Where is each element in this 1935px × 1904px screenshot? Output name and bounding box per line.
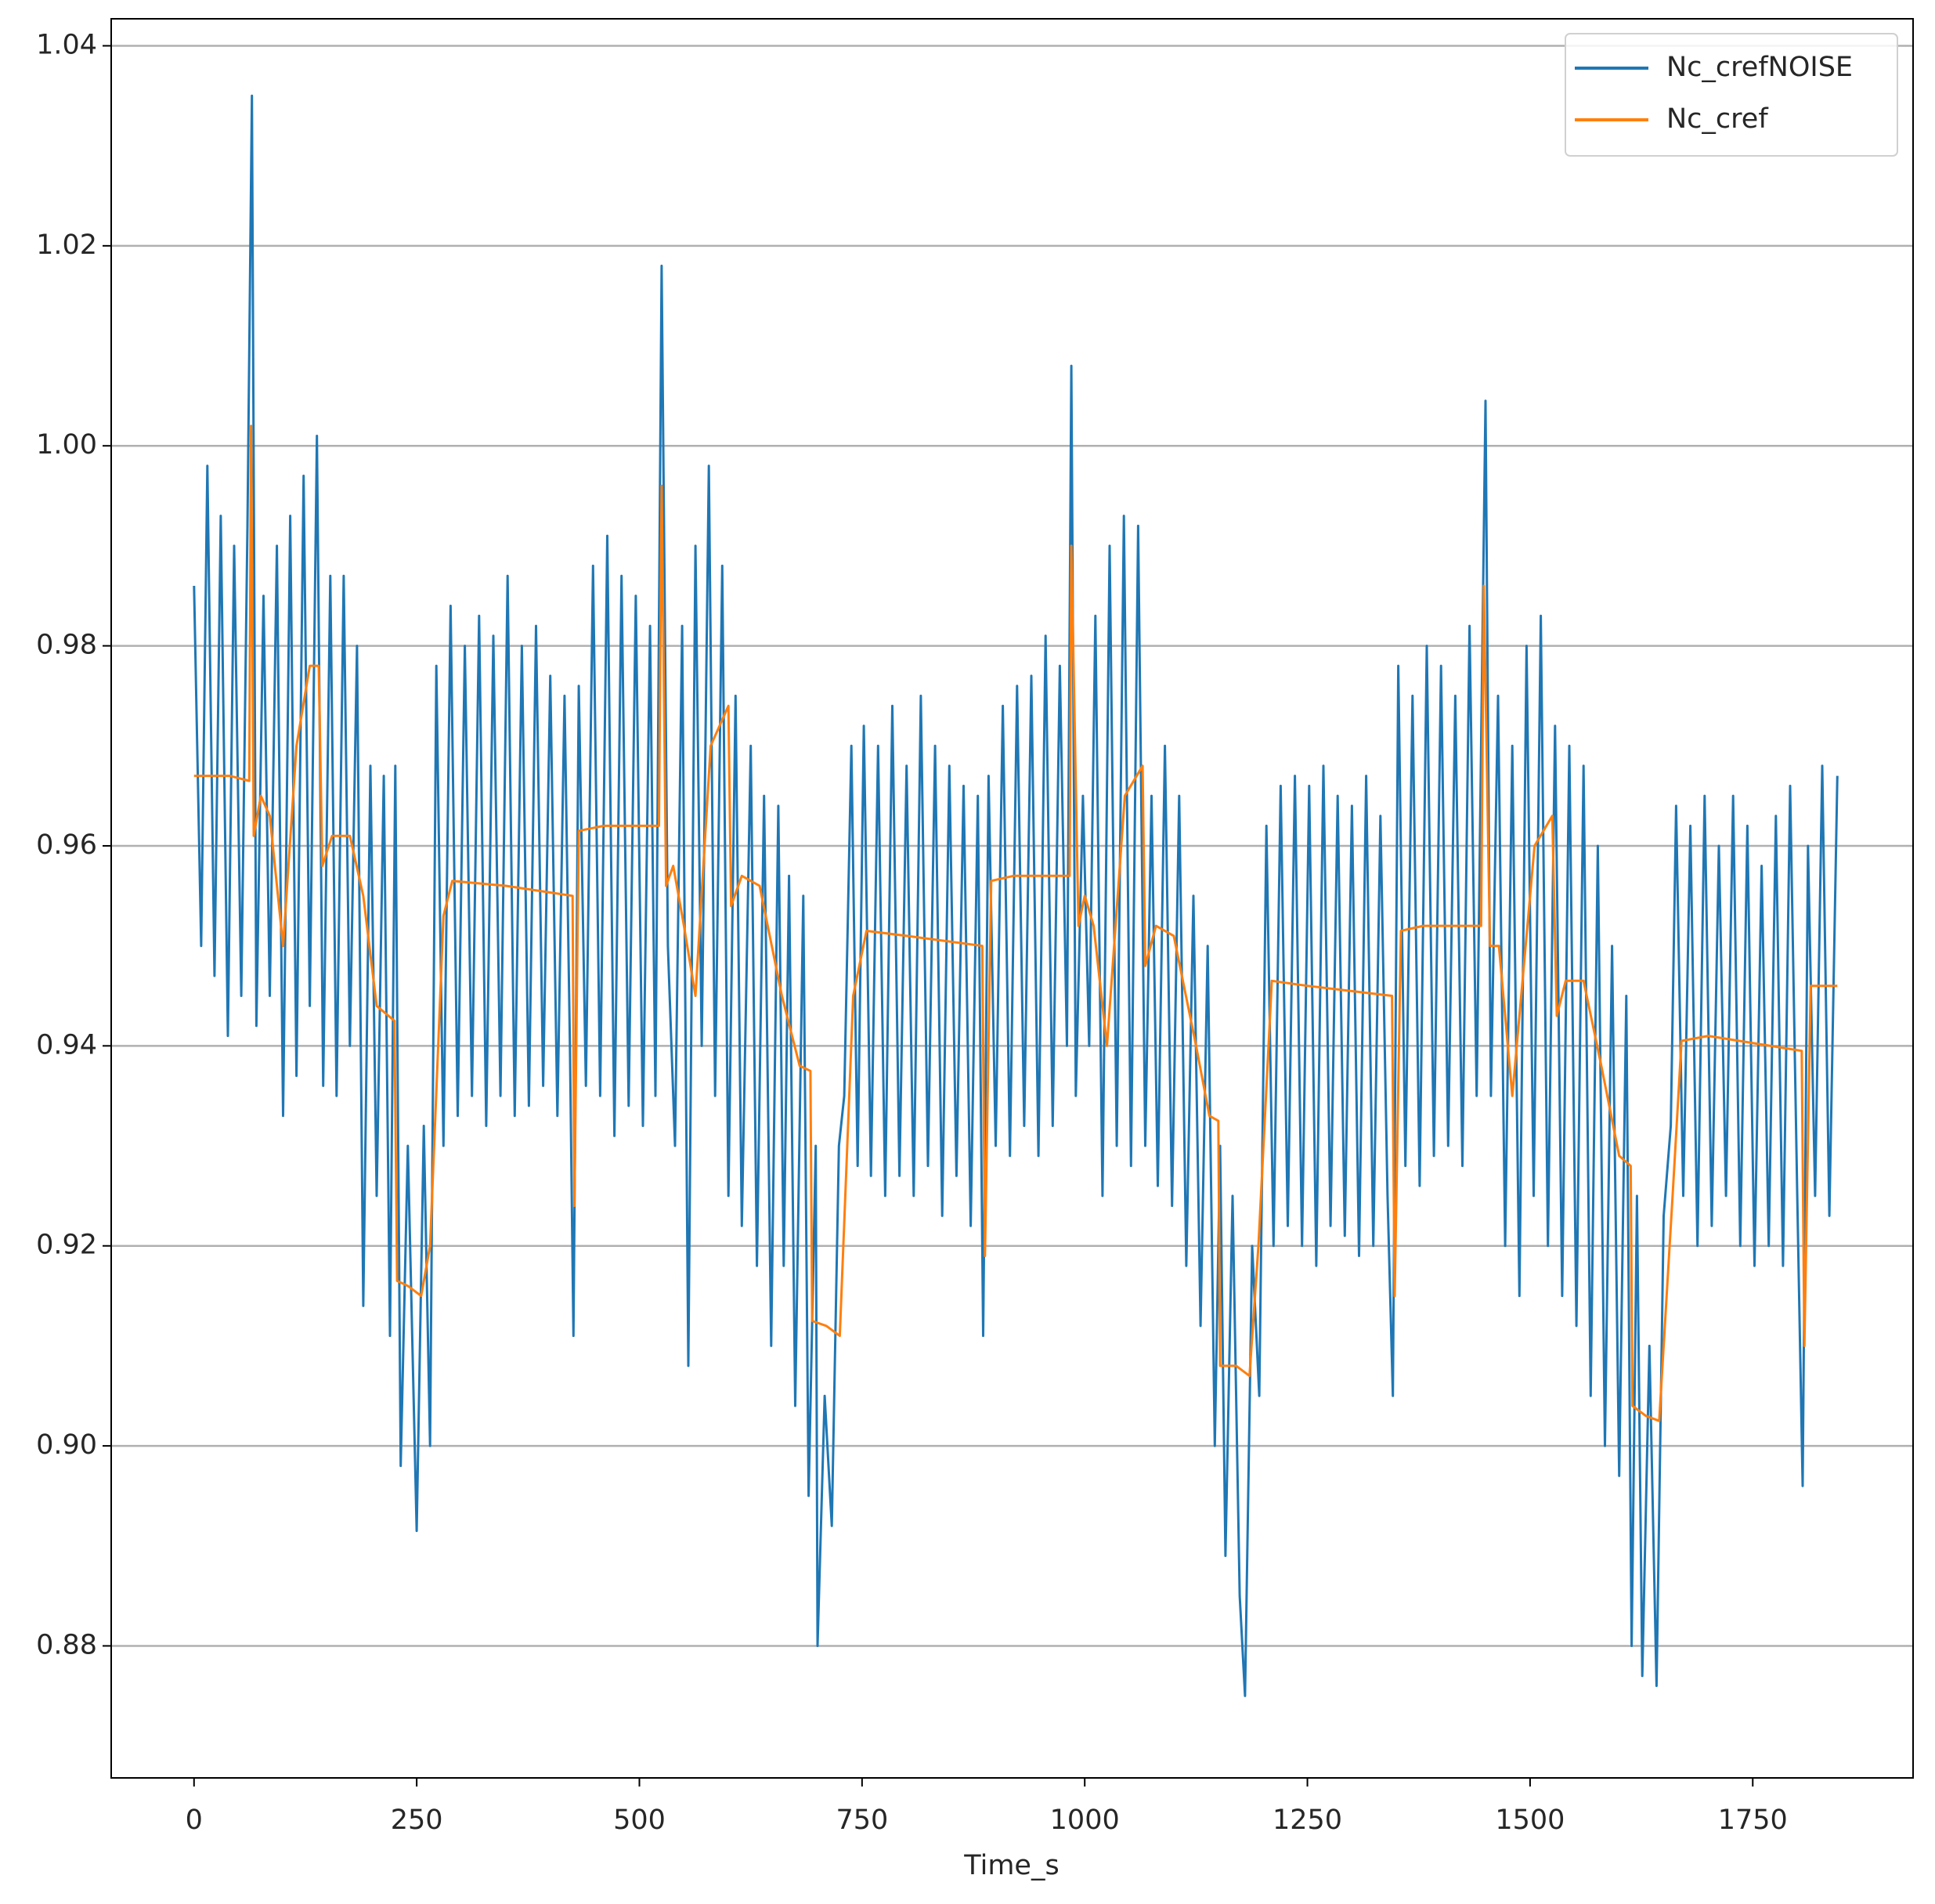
y-tick-label: 0.92 <box>36 1230 97 1261</box>
plot-frame <box>110 18 1914 1779</box>
y-tick-label: 1.04 <box>36 29 97 60</box>
data-line <box>193 425 1838 1422</box>
x-tick-label: 1000 <box>1050 1805 1120 1836</box>
y-tick-label: 1.00 <box>36 429 97 461</box>
x-axis-label: Time_s <box>963 1850 1059 1881</box>
x-tick-label: 500 <box>613 1805 666 1836</box>
data-line <box>193 94 1839 1697</box>
x-tick-label: 1750 <box>1718 1805 1788 1836</box>
y-tick-label: 0.90 <box>36 1429 97 1461</box>
y-tick-label: 0.96 <box>36 829 97 861</box>
y-tick-label: 0.94 <box>36 1029 97 1060</box>
x-tick-label: 250 <box>391 1805 443 1836</box>
legend-label: Nc_cref <box>1666 103 1768 135</box>
y-tick-label: 0.98 <box>36 630 97 661</box>
x-tick-label: 1250 <box>1273 1805 1342 1836</box>
x-tick-label: 1500 <box>1495 1805 1565 1836</box>
legend-box <box>1565 33 1898 157</box>
y-tick-label: 0.88 <box>36 1629 97 1660</box>
legend-label: Nc_crefNOISE <box>1666 52 1853 83</box>
y-tick-label: 1.02 <box>36 229 97 261</box>
x-tick-label: 750 <box>836 1805 888 1836</box>
x-tick-label: 0 <box>186 1805 203 1836</box>
